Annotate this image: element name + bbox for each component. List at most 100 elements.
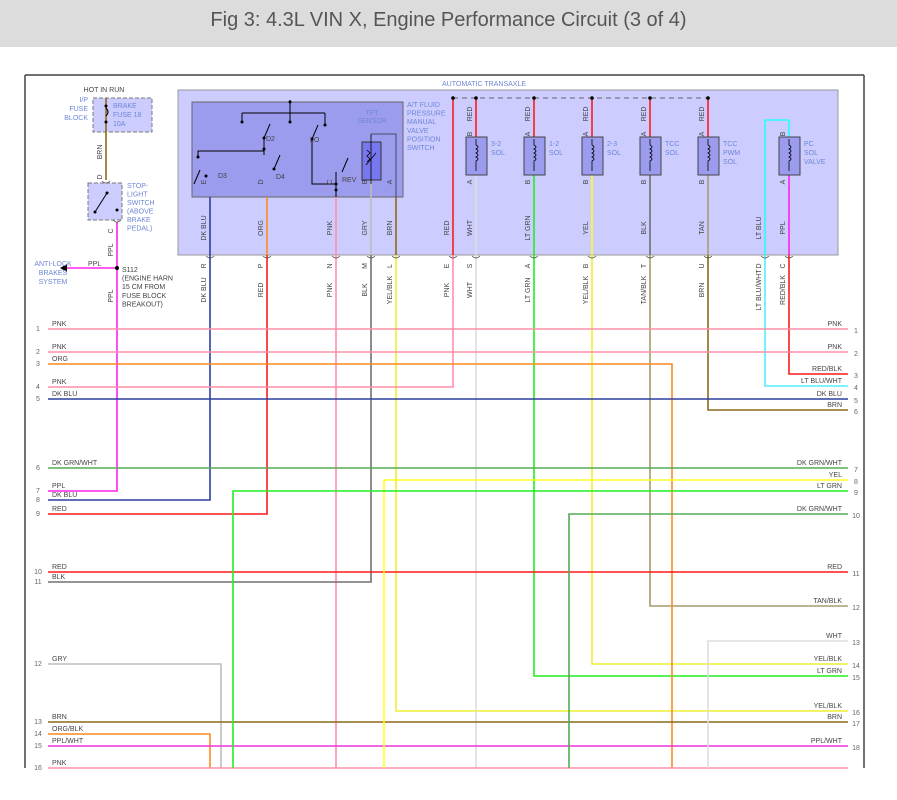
pin-number: 1 (854, 328, 858, 335)
connector-icon (262, 255, 272, 259)
pin-number: 7 (854, 467, 858, 474)
connector-wire-lower (649, 255, 848, 607)
wire-ppl (48, 222, 118, 492)
wire-label: BRN (387, 221, 394, 236)
pin-number: 2 (854, 351, 858, 358)
splice-label: 15 CM FROM (122, 284, 165, 291)
junction-dot (474, 96, 478, 100)
switch-label: MANUAL (407, 119, 436, 126)
wire-label: PPL (108, 289, 115, 302)
splice-label: S112 (122, 267, 138, 274)
connector-wire-lower (48, 255, 268, 515)
junction-dot (334, 188, 338, 192)
fuse-block-label: BLOCK (64, 115, 88, 122)
wire-label: DK BLU (52, 492, 77, 499)
junction-dot (115, 208, 119, 212)
wire-label: RED (699, 107, 706, 122)
pin-label: D (756, 263, 763, 268)
connector-wire-lower (48, 255, 211, 501)
wire-label: YEL/BLK (814, 703, 843, 710)
pin-label: C (108, 228, 115, 233)
connector-wire-lower (395, 255, 848, 712)
pin-number: 8 (854, 479, 858, 486)
wire-label: YEL/BLK (387, 275, 394, 304)
coil-icon (533, 139, 537, 171)
wire-label: RED (827, 564, 842, 571)
solenoid-label: TCC (665, 141, 679, 148)
junction-dot (288, 120, 292, 124)
switch-position-label: D4 (276, 174, 285, 181)
wire-label: LT GRN (817, 668, 842, 675)
pin-number: 14 (34, 731, 42, 738)
wire-label: WHT (826, 633, 843, 640)
pin-number: 13 (852, 640, 860, 647)
junction-dot (532, 96, 536, 100)
connector-wire-lower (533, 255, 848, 677)
wire-label: RED (583, 107, 590, 122)
pin-label: B (641, 179, 648, 184)
antilock-label: SYSTEM (39, 279, 68, 286)
wire-label: ORG/BLK (52, 726, 83, 733)
pin-label: A (641, 131, 648, 136)
wire-label: RED (258, 283, 265, 298)
pin-number: 9 (36, 511, 40, 518)
harness-wire (232, 490, 848, 768)
wire-label: ORG (52, 356, 68, 363)
fuse-block-label: I/P (79, 97, 88, 104)
wire-label: LT GRN (817, 483, 842, 490)
solenoid-label: 2-3 (607, 141, 617, 148)
pin-number: 3 (854, 373, 858, 380)
sensor-lead (371, 133, 397, 197)
pin-number: 17 (852, 721, 860, 728)
wire-label: TAN/BLK (641, 275, 648, 304)
junction-dot (105, 191, 109, 195)
junction-dot (93, 210, 97, 214)
connector-wire-lower (764, 255, 848, 387)
wire-label: YEL (583, 221, 590, 234)
junction-dot (323, 123, 327, 127)
connector-icon (112, 219, 122, 223)
wire-label: RED (467, 107, 474, 122)
diagram-frame (24, 74, 865, 768)
wire-label: DK BLU (201, 277, 208, 302)
junction-dot (262, 147, 266, 151)
connector-icon (205, 255, 215, 259)
pin-label: P (258, 263, 265, 268)
wire-label: PPL/WHT (52, 738, 84, 745)
connector-wire-lower (788, 255, 848, 375)
connector-icon (366, 255, 376, 259)
solenoid-icon (697, 136, 720, 176)
wire-label: PPL (108, 243, 115, 256)
switch-position-label: D3 (218, 173, 227, 180)
solenoid-icon (639, 136, 662, 176)
title-bar: Fig 3: 4.3L VIN X, Engine Performance Ci… (0, 0, 897, 47)
pin-number: 8 (36, 497, 40, 504)
wire-label: YEL/BLK (583, 275, 590, 304)
solenoid-icon (523, 136, 546, 176)
pin-label: B (362, 179, 369, 184)
wire-label: PNK (327, 220, 334, 235)
harness-wire (48, 363, 673, 768)
pin-label: U (699, 263, 706, 268)
pin-label: A (387, 179, 394, 184)
switch-icon (94, 192, 108, 213)
wire-label: DK GRN/WHT (797, 506, 843, 513)
solenoid-label: SOL (723, 159, 737, 166)
wire-label: BRN (827, 402, 842, 409)
solenoid-icon (581, 136, 604, 176)
pin-number: 6 (854, 409, 858, 416)
wire-label: PNK (52, 344, 67, 351)
solenoid-label: SOL (665, 150, 679, 157)
transaxle-label: AUTOMATIC TRANSAXLE (442, 81, 526, 88)
pin-label: B (583, 179, 590, 184)
stoplight-switch-box (87, 182, 123, 221)
wire-label: PPL (88, 261, 101, 268)
pin-number: 3 (36, 361, 40, 368)
junction-dot (262, 136, 266, 140)
junction-dot (104, 104, 108, 108)
pin-label: A (583, 131, 590, 136)
figure-title: Fig 3: 4.3L VIN X, Engine Performance Ci… (210, 9, 687, 31)
connector-icon (760, 255, 770, 259)
brake-fuse-label: FUSE 18 (113, 112, 142, 119)
wire-label: ORG (258, 220, 265, 236)
